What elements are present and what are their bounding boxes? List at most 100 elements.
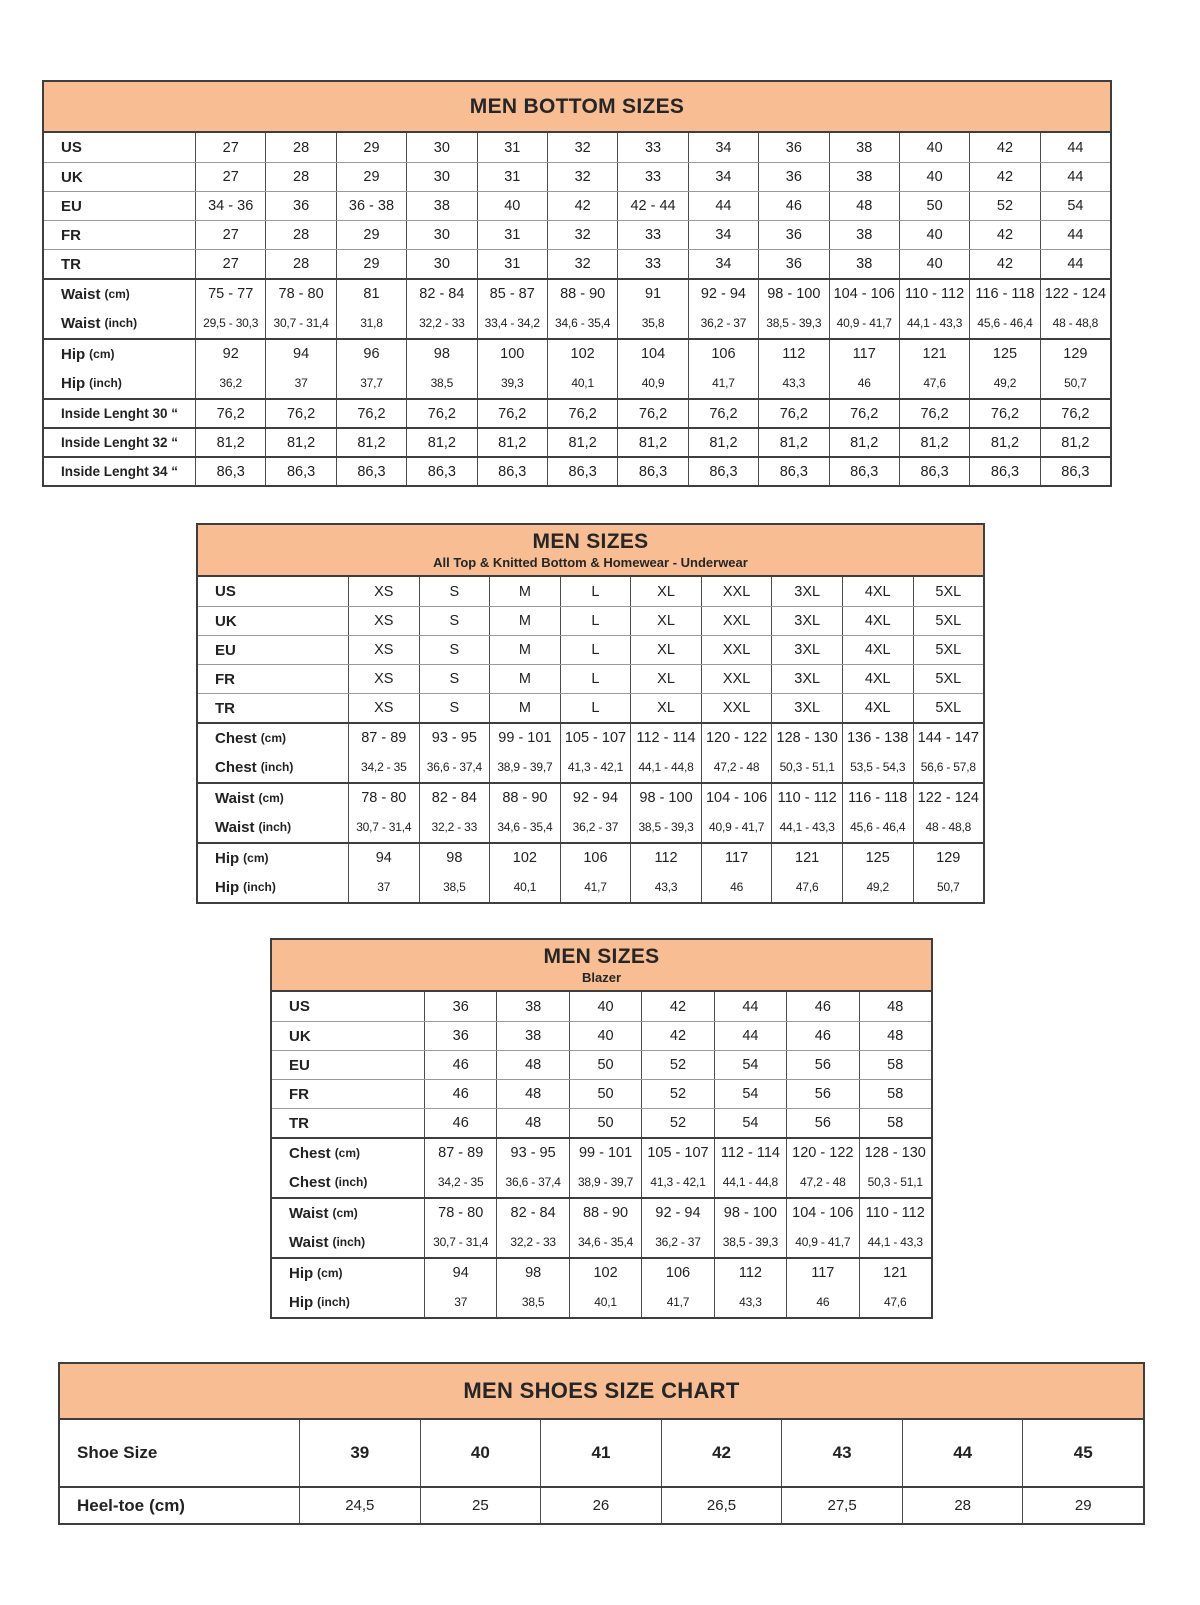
cell-value: 33: [617, 250, 687, 278]
cell-value: 56: [786, 1080, 858, 1108]
cell-value: 40: [476, 192, 547, 220]
cell-value: 129: [1039, 340, 1110, 368]
cell-value: 81,2: [476, 429, 547, 456]
cell-value: 48: [496, 1051, 568, 1079]
cell-value: 37,7: [335, 368, 406, 398]
cell-value: S: [418, 694, 490, 722]
cell-value: 86,3: [406, 458, 476, 485]
cell-value: 44,1 - 44,8: [713, 1167, 786, 1197]
cell-value: 38,5: [496, 1287, 568, 1317]
cell-value: 86,3: [758, 458, 828, 485]
cell-value: XS: [348, 607, 419, 635]
cell-value: 88 - 90: [568, 1199, 641, 1227]
cell-value: 33: [617, 133, 687, 162]
cell-value: 36,6 - 37,4: [496, 1167, 568, 1197]
row-label: US: [215, 583, 236, 600]
cell-value: 92: [195, 340, 265, 368]
cell-value: 46: [786, 992, 858, 1021]
cell-value: 34 - 36: [195, 192, 265, 220]
row-label: TR: [215, 699, 235, 717]
cell-value: 86,3: [476, 458, 547, 485]
cell-value: 39,3: [476, 368, 547, 398]
table-row: UK XS S M L XL XXL 3XL 4XL 5XL: [198, 606, 983, 635]
table-row: Hip (inch) 37 38,5 40,1 41,7 43,3 46 47,6: [272, 1287, 931, 1317]
cell-value: 58: [858, 1051, 931, 1079]
table-row: Waist (inch) 30,7 - 31,4 32,2 - 33 34,6 - 35…: [198, 812, 983, 842]
cell-value: 38,5: [406, 368, 476, 398]
cell-value: L: [559, 577, 631, 606]
cell-value: 50: [898, 192, 969, 220]
cell-value: 120 - 122: [786, 1139, 858, 1167]
cell-value: XL: [630, 636, 701, 664]
row-unit: (cm): [104, 287, 130, 301]
cell-value: 3XL: [771, 665, 842, 693]
cell-value: 42: [641, 1022, 713, 1050]
cell-value: 38,9 - 39,7: [489, 752, 560, 782]
row-label: Hip (inch): [289, 1293, 350, 1311]
cell-value: 52: [641, 1109, 713, 1137]
cell-value: 27: [195, 133, 265, 162]
table-row: Inside Lenght 34 “86,3 86,3 86,3 86,3 86,3 86…: [44, 456, 1110, 485]
cell-value: 30,7 - 31,4: [348, 812, 419, 842]
men-shoes-size-table: MEN SHOES SIZE CHART Shoe Size 39 40 41 42 43…: [58, 1362, 1145, 1525]
cell-value: 30: [406, 163, 476, 191]
row-label: Waist (inch): [289, 1233, 366, 1251]
cell-value: 28: [265, 133, 335, 162]
cell-value: 24,5: [299, 1488, 420, 1523]
cell-value: 40,9 - 41,7: [700, 812, 772, 842]
cell-value: 44,1 - 43,3: [771, 812, 842, 842]
cell-value: 86,3: [195, 458, 265, 485]
cell-value: 33: [617, 163, 687, 191]
row-label: FR: [215, 670, 235, 688]
cell-value: 96: [335, 340, 406, 368]
cell-value: 86,3: [546, 458, 617, 485]
cell-value: 40: [898, 163, 969, 191]
row-label: Hip (inch): [61, 374, 122, 392]
cell-value: 43,3: [713, 1287, 786, 1317]
cell-value: 98: [418, 844, 490, 872]
cell-value: XS: [348, 636, 419, 664]
row-label: Hip (cm): [289, 1264, 343, 1282]
cell-value: 37: [348, 872, 419, 902]
cell-value: 32,2 - 33: [418, 812, 490, 842]
table-row: Hip (cm) 94 98 102 106 112 117 121 125 129: [198, 842, 983, 872]
cell-value: 29,5 - 30,3: [195, 308, 265, 338]
cell-value: 36: [424, 1022, 496, 1050]
cell-value: 27,5: [781, 1488, 902, 1523]
table-header: MEN SIZES Blazer: [272, 940, 931, 992]
table-subtitle: Blazer: [581, 970, 622, 985]
cell-value: 81,2: [406, 429, 476, 456]
row-label: FR: [61, 226, 81, 244]
cell-value: 50: [568, 1109, 641, 1137]
table-row: US 27 28 29 30 31 32 33 34 36 38 40 42 44: [44, 133, 1110, 162]
cell-value: 98: [496, 1259, 568, 1287]
cell-value: 128 - 130: [771, 724, 842, 752]
cell-value: 29: [335, 250, 406, 278]
cell-value: XS: [348, 577, 419, 606]
cell-value: 44: [901, 1420, 1023, 1486]
cell-value: 40,1: [568, 1287, 641, 1317]
cell-value: M: [489, 607, 560, 635]
cell-value: 93 - 95: [496, 1139, 568, 1167]
row-label: UK: [215, 612, 237, 630]
cell-value: 4XL: [841, 665, 913, 693]
cell-value: 36,2 - 37: [559, 812, 631, 842]
cell-value: 76,2: [546, 400, 617, 427]
cell-value: 86,3: [828, 458, 899, 485]
cell-value: 38,5: [418, 872, 490, 902]
cell-value: 32: [546, 221, 617, 249]
cell-value: 46: [424, 1080, 496, 1108]
cell-value: 44,1 - 44,8: [630, 752, 701, 782]
row-label: Shoe Size: [77, 1443, 158, 1462]
cell-value: 81,2: [265, 429, 335, 456]
cell-value: 144 - 147: [912, 724, 984, 752]
cell-value: 5XL: [912, 694, 984, 722]
cell-value: 40,9: [617, 368, 687, 398]
cell-value: 36: [758, 133, 828, 162]
cell-value: 46: [786, 1287, 858, 1317]
men-bottom-sizes-table: MEN BOTTOM SIZES US 27 28 29 30 31 32 33 34 36 38 4…: [42, 80, 1112, 487]
cell-value: 100: [476, 340, 547, 368]
cell-value: 117: [700, 844, 772, 872]
cell-value: S: [418, 607, 490, 635]
cell-value: 42: [969, 163, 1039, 191]
